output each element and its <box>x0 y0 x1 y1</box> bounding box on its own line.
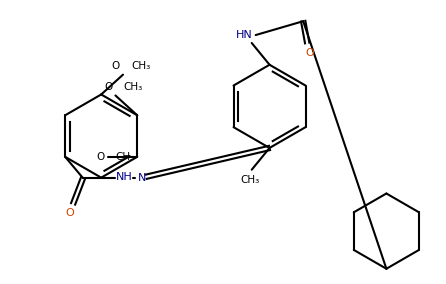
Text: N: N <box>138 173 147 183</box>
Text: CH₃: CH₃ <box>131 61 150 71</box>
Text: O: O <box>104 82 112 91</box>
Text: O: O <box>112 61 120 71</box>
Text: HN: HN <box>235 30 252 40</box>
Text: CH₃: CH₃ <box>240 175 260 185</box>
Text: O: O <box>96 152 104 162</box>
Text: CH₃: CH₃ <box>124 82 143 91</box>
Text: O: O <box>306 48 314 58</box>
Text: NH: NH <box>116 172 133 182</box>
Text: CH₃: CH₃ <box>116 152 135 162</box>
Text: O: O <box>66 208 74 218</box>
